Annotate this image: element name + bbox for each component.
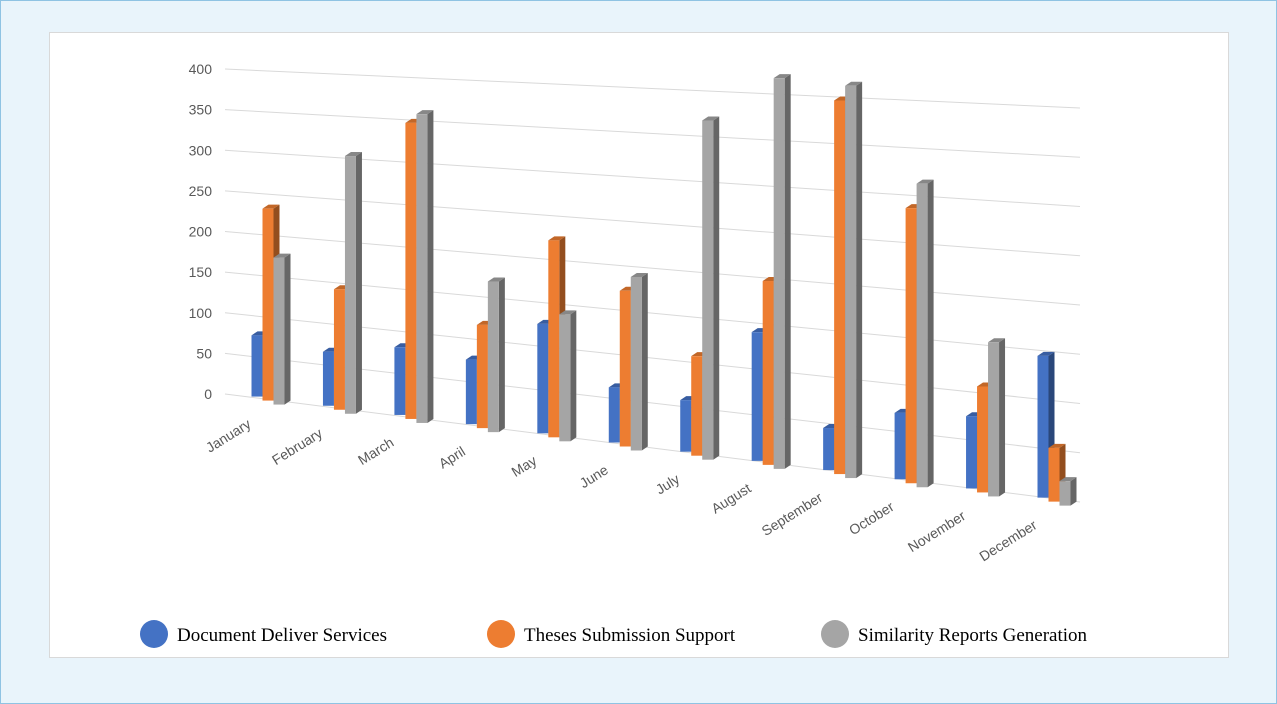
bar-side-face xyxy=(427,110,433,423)
y-tick-label: 0 xyxy=(204,386,212,402)
bar-front-face xyxy=(1038,356,1049,498)
legend: Document Deliver Services Theses Submissi… xyxy=(140,620,1088,648)
legend-label: Document Deliver Services xyxy=(177,625,387,646)
bar-front-face xyxy=(823,428,834,470)
bar-front-face xyxy=(323,352,334,406)
bar-front-face xyxy=(966,416,977,488)
legend-item: Similarity Reports Generation xyxy=(821,620,1088,648)
bar-side-face xyxy=(570,310,576,441)
bar-front-face xyxy=(334,289,345,410)
bar-front-face xyxy=(680,400,691,452)
bar-front-face xyxy=(537,324,548,433)
x-category-label: July xyxy=(653,471,683,498)
bar-front-face xyxy=(405,123,416,419)
x-category-label: November xyxy=(905,507,969,555)
x-category-label: March xyxy=(355,434,396,468)
bar-front-face xyxy=(1060,481,1071,505)
y-axis-tick-labels: 0 50 100 150 200 250 300 350 400 xyxy=(189,61,213,402)
bar-front-face xyxy=(345,156,356,414)
bar-front-face xyxy=(988,342,999,496)
bar-front-face xyxy=(620,291,631,447)
bar-similarity-reports-generation-november xyxy=(988,338,1005,496)
legend-item: Document Deliver Services xyxy=(140,620,387,648)
x-category-label: February xyxy=(269,425,325,468)
bar-similarity-reports-generation-january xyxy=(274,254,291,405)
x-category-label: October xyxy=(846,498,897,538)
gridline xyxy=(225,110,1080,158)
bar-front-face xyxy=(252,335,263,396)
x-category-label: August xyxy=(708,480,754,517)
bar-similarity-reports-generation-march xyxy=(416,110,433,423)
bar-front-face xyxy=(691,356,702,456)
bar-side-face xyxy=(856,82,862,478)
bar-front-face xyxy=(895,413,906,479)
bar-front-face xyxy=(834,100,845,474)
y-tick-label: 350 xyxy=(189,102,213,118)
bar-side-face xyxy=(1071,477,1077,505)
chart-panel: 0 50 100 150 200 250 300 350 400 January February… xyxy=(49,32,1229,658)
y-tick-label: 300 xyxy=(189,142,213,158)
bar-side-face xyxy=(785,74,791,469)
bar-side-face xyxy=(928,180,934,488)
bar-side-face xyxy=(356,152,362,414)
y-tick-label: 150 xyxy=(189,264,213,280)
x-category-label: May xyxy=(508,452,539,480)
bar-similarity-reports-generation-april xyxy=(488,278,505,433)
bar-front-face xyxy=(394,347,405,415)
x-category-label: April xyxy=(436,443,468,471)
bar-similarity-reports-generation-may xyxy=(559,310,576,441)
bar-similarity-reports-generation-august xyxy=(774,74,791,469)
bar-front-face xyxy=(845,86,856,478)
legend-marker xyxy=(487,620,515,648)
bar-front-face xyxy=(477,325,488,428)
bar-front-face xyxy=(559,314,570,441)
x-category-label: June xyxy=(577,461,611,491)
bar-front-face xyxy=(752,332,763,461)
bar-similarity-reports-generation-july xyxy=(702,116,719,459)
bar-front-face xyxy=(906,208,917,483)
bar-front-face xyxy=(416,114,427,423)
bar-front-face xyxy=(274,258,285,405)
bar-front-face xyxy=(609,387,620,442)
bar-similarity-reports-generation-june xyxy=(631,273,648,451)
bar-similarity-reports-generation-october xyxy=(917,180,934,488)
bar-front-face xyxy=(488,282,499,433)
bar-front-face xyxy=(917,184,928,488)
y-tick-label: 400 xyxy=(189,61,213,77)
gridline xyxy=(225,69,1080,108)
bar-front-face xyxy=(631,277,642,451)
bar-side-face xyxy=(999,338,1005,496)
bar-side-face xyxy=(285,254,291,405)
y-tick-label: 50 xyxy=(196,345,212,361)
bar-front-face xyxy=(763,281,774,465)
bar-front-face xyxy=(548,240,559,437)
bar-front-face xyxy=(774,78,785,469)
bar-similarity-reports-generation-september xyxy=(845,82,862,478)
y-tick-label: 250 xyxy=(189,183,213,199)
clustered-column-chart: 0 50 100 150 200 250 300 350 400 January February… xyxy=(50,33,1228,657)
bar-similarity-reports-generation-february xyxy=(345,152,362,414)
legend-label: Similarity Reports Generation xyxy=(858,625,1088,646)
bar-front-face xyxy=(977,386,988,492)
bar-front-face xyxy=(263,209,274,401)
bar-similarity-reports-generation-december xyxy=(1060,477,1077,505)
bar-side-face xyxy=(499,278,505,433)
bar-front-face xyxy=(1049,448,1060,502)
bar-side-face xyxy=(642,273,648,451)
legend-item: Theses Submission Support xyxy=(487,620,736,648)
x-category-label: January xyxy=(203,416,254,456)
x-category-label: September xyxy=(759,489,826,539)
legend-marker xyxy=(821,620,849,648)
bar-side-face xyxy=(713,116,719,459)
y-tick-label: 100 xyxy=(189,305,213,321)
bar-front-face xyxy=(466,360,477,425)
legend-marker xyxy=(140,620,168,648)
y-tick-label: 200 xyxy=(189,224,213,240)
legend-label: Theses Submission Support xyxy=(524,625,736,646)
bar-front-face xyxy=(702,120,713,459)
x-category-label: December xyxy=(976,516,1040,564)
